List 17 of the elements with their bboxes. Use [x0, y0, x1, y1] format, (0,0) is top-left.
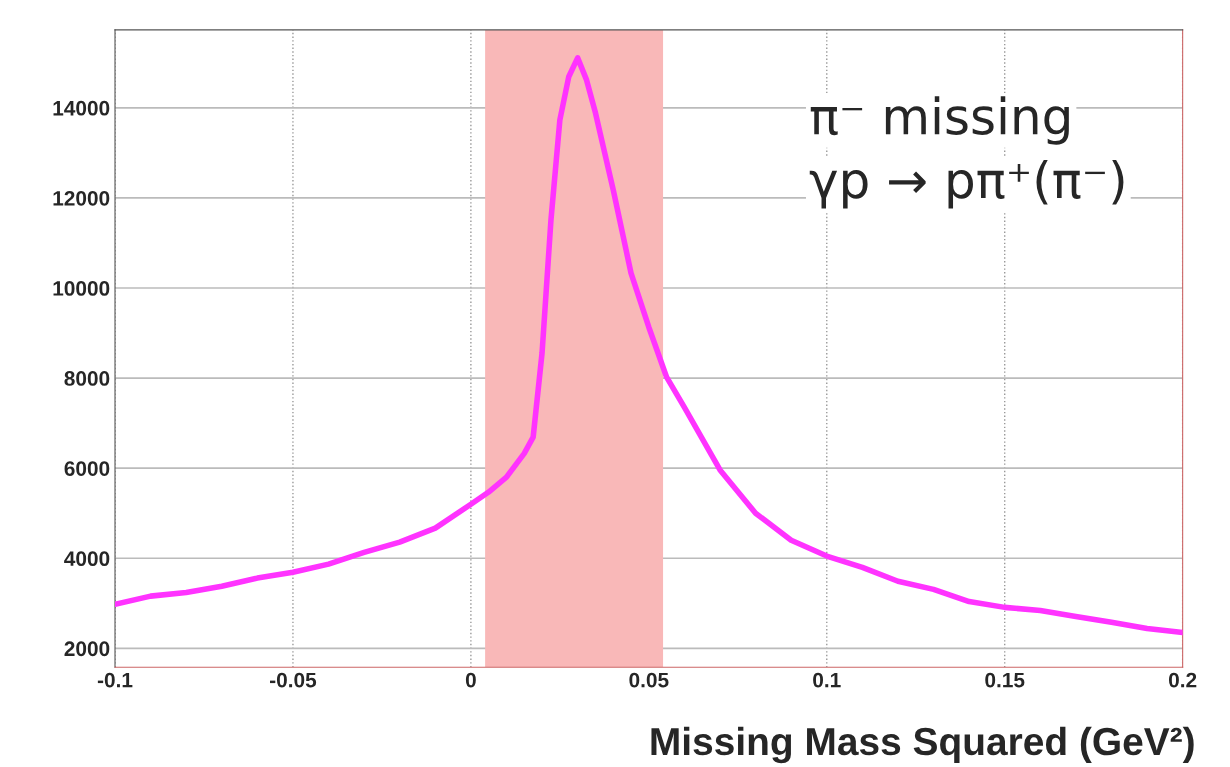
y-tick-label: 10000 — [53, 281, 110, 296]
x-tick-label: 0.1 — [813, 672, 841, 688]
x-tick-label: 0.05 — [629, 672, 669, 688]
x-tick-label: -0.05 — [270, 672, 317, 688]
x-tick-label: 0.2 — [1168, 672, 1197, 688]
y-tick-label: 12000 — [53, 190, 110, 206]
y-tick-label: 2000 — [64, 641, 110, 657]
annotation: γp → pπ⁺(π⁻) — [809, 160, 1124, 209]
y-tick-label: 8000 — [64, 371, 110, 386]
y-tick-label: 14000 — [53, 100, 110, 116]
x-tick-label: 0.15 — [985, 672, 1025, 688]
y-tick-label: 6000 — [64, 461, 110, 476]
annotation: π⁻ missing — [810, 96, 1069, 145]
x-axis-title: Missing Mass Squared (GeV²) — [651, 726, 1194, 764]
y-tick-label: 4000 — [64, 551, 110, 567]
x-tick-label: -0.1 — [97, 672, 133, 688]
x-tick-label: 0 — [465, 672, 476, 688]
